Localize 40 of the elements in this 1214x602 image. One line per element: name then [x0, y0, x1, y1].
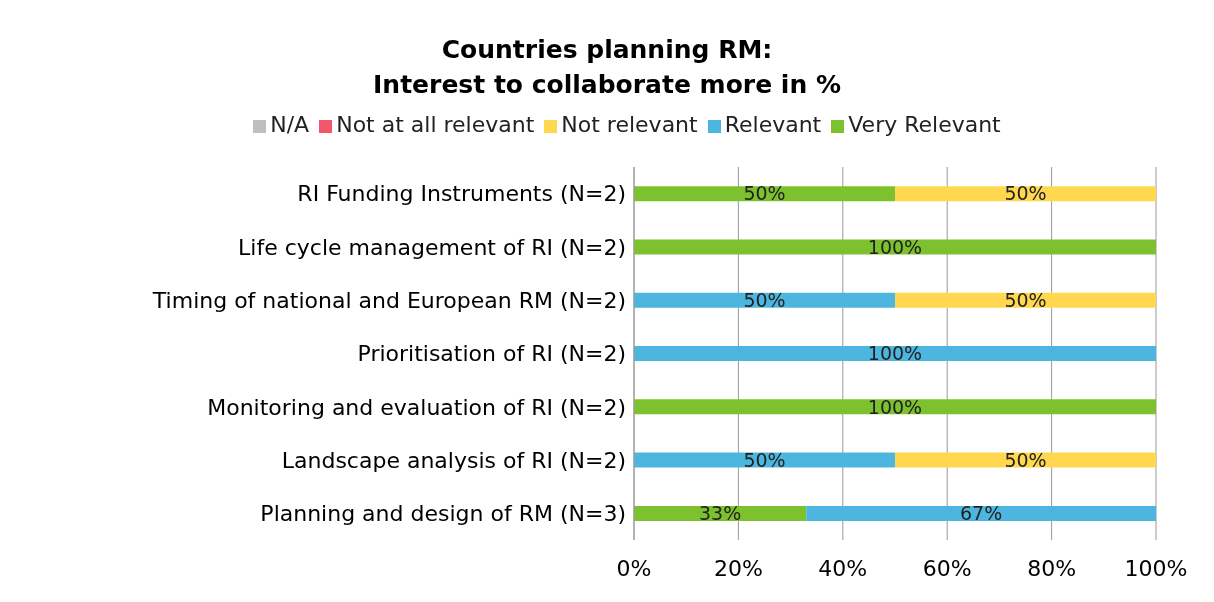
y-tick-label: Prioritisation of RI (N=2) — [357, 341, 626, 367]
bar — [634, 346, 1156, 362]
bar — [634, 292, 895, 308]
bar — [634, 239, 1156, 255]
y-tick-label: Monitoring and evaluation of RI (N=2) — [207, 394, 626, 420]
data-label: 33% — [699, 502, 742, 525]
data-label: 50% — [743, 289, 786, 311]
data-label: 67% — [960, 502, 1003, 525]
bar — [895, 292, 1156, 308]
x-tick-label: 80% — [1027, 555, 1077, 581]
bar — [895, 186, 1156, 202]
data-label: 100% — [867, 235, 923, 258]
y-tick-label: RI Funding Instruments (N=2) — [297, 181, 626, 207]
legend-label: Relevant — [724, 112, 822, 137]
y-tick-label: Timing of national and European RM (N=2) — [151, 288, 626, 314]
x-tick-label: 20% — [713, 555, 763, 581]
legend-label: Not at all relevant — [336, 112, 535, 137]
bar — [634, 452, 895, 468]
x-tick-label: 60% — [922, 555, 972, 581]
data-label: 100% — [867, 395, 923, 418]
data-label: 100% — [867, 342, 923, 365]
y-tick-label: Planning and design of RM (N=3) — [260, 501, 626, 527]
y-tick-label: Life cycle management of RI (N=2) — [238, 234, 626, 260]
data-label: 50% — [1004, 289, 1047, 311]
bar — [895, 452, 1156, 468]
x-tick-label: 100% — [1124, 555, 1188, 581]
x-tick-label: 40% — [818, 555, 868, 581]
legend-label: Very Relevant — [848, 112, 1001, 137]
legend-label: N/A — [270, 112, 310, 137]
data-label: 50% — [1004, 182, 1047, 205]
x-tick-label: 0% — [616, 555, 652, 581]
bar — [806, 505, 1156, 521]
data-label: 50% — [743, 448, 786, 471]
y-tick-label: Landscape analysis of RI (N=2) — [281, 447, 626, 473]
legend-label: Not relevant — [561, 112, 698, 137]
data-label: 50% — [1004, 448, 1047, 471]
chart-title: Countries planning RM: Interest to collaborate more in % — [372, 34, 842, 101]
bar — [634, 186, 895, 202]
bar — [634, 399, 1156, 415]
data-label: 50% — [743, 182, 786, 205]
